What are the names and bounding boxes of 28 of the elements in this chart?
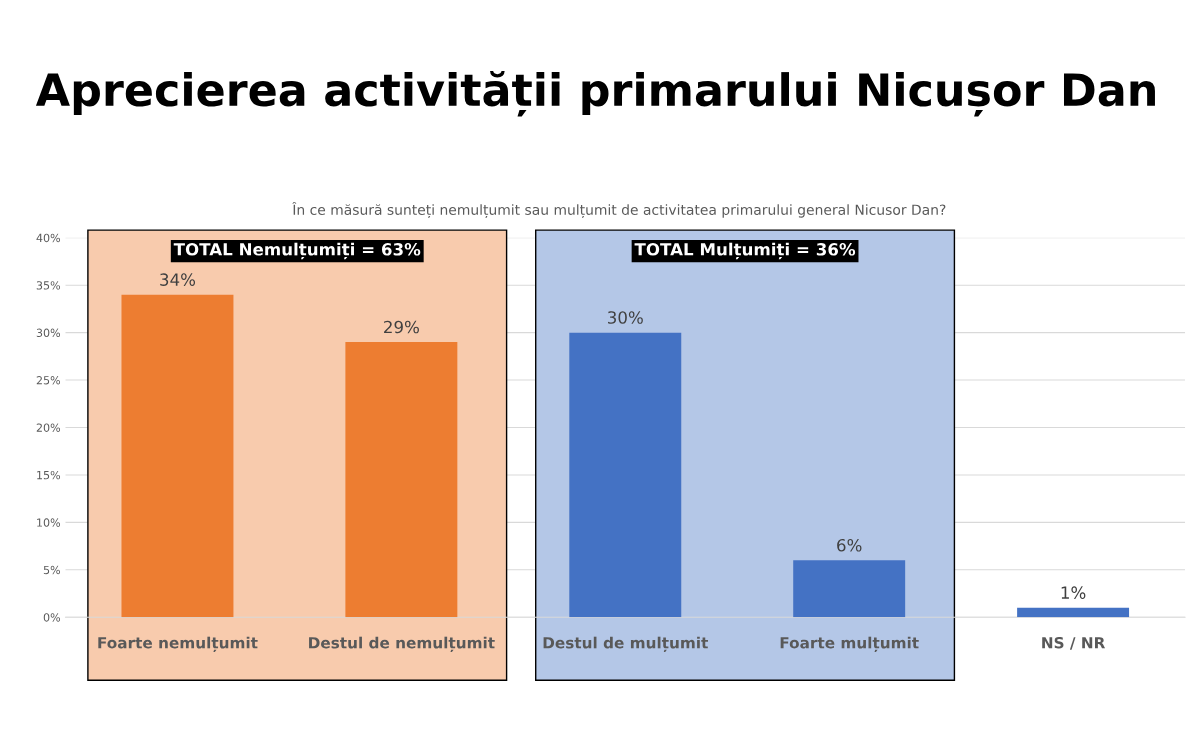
data-label: 1% [1061,586,1086,599]
chart-title: Aprecierea activității primarului Nicușor Dan [35,71,1155,117]
chart-subtitle: În ce măsură sunteți nemulțumit sau mulțumit de activitatea primarului general Nicusor Dan? [292,201,946,219]
band-label: TOTAL Mulțumiți = 36% [634,242,856,260]
y-tick-label: 40% [36,233,61,243]
y-tick-label: 5% [43,565,61,575]
data-label: 29% [384,320,419,334]
x-tick-label: Foarte mulțumit [780,636,919,652]
bar [121,294,234,618]
y-tick-label: 35% [36,281,61,290]
y-tick-label: 20% [36,423,61,432]
band-label: TOTAL Nemulțumiți = 63% [173,242,421,260]
y-tick-label: 0% [43,613,61,622]
x-tick-label: Foarte nemulțumit [98,636,258,652]
y-tick-label: 25% [36,376,61,385]
data-label: 6% [837,538,862,552]
y-tick-label: 15% [37,470,61,480]
x-tick-label: Destul de mulțumit [543,636,709,652]
data-label: 34% [160,273,196,286]
bar [1017,607,1130,618]
x-tick-label: NS / NR [1042,636,1106,650]
y-tick-label: 30% [36,328,61,337]
y-tick-label: 10% [37,518,61,527]
bar [569,332,682,618]
x-tick-label: Destul de nemulțumit [309,636,495,652]
data-label: 30% [608,311,643,324]
bar [345,342,458,618]
bar [793,560,906,618]
